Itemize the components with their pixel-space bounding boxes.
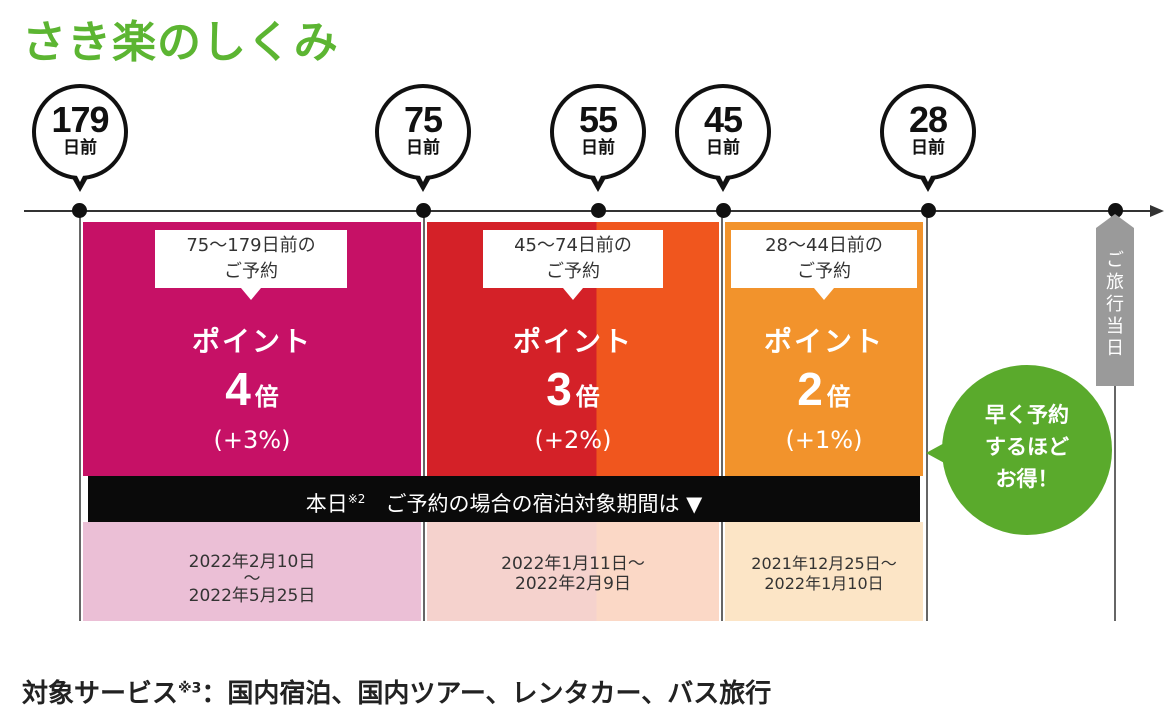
bubble-line2: するほど (985, 435, 1069, 459)
timeline-dot (72, 203, 87, 218)
point-label: ポイント (763, 325, 884, 358)
timeline-arrow-icon (1150, 205, 1164, 217)
stay-period-2: 2022年1月11日〜 2022年2月9日 (427, 522, 719, 621)
target-services: 対象サービス※3：国内宿泊、国内ツアー、レンタカー、バス旅行 (22, 673, 771, 710)
tier-callout: 45〜74日前の ご予約 (483, 230, 663, 300)
multiplier-value: 3 (546, 363, 572, 415)
timeline-dot (921, 203, 936, 218)
footer-prefix: 対象サービス (22, 679, 179, 709)
marker-number: 75 (403, 99, 443, 140)
percent-label: (+2%) (534, 426, 612, 454)
marker-unit: 日前 (581, 138, 615, 158)
travel-day-tag: ご 旅 行 当 日 (1096, 214, 1134, 386)
marker-unit: 日前 (706, 138, 740, 158)
point-label: ポイント (512, 325, 633, 358)
bubble-line3: お得！ (995, 467, 1059, 491)
period-line: 2022年5月25日 (188, 586, 316, 606)
tier-callout: 28〜44日前の ご予約 (731, 230, 917, 300)
multiplier-unit: 倍 (826, 383, 851, 411)
callout-line2: ご予約 (546, 261, 600, 282)
tag-char: 当 (1106, 316, 1124, 337)
day-marker-28: 28 日前 (880, 84, 976, 192)
callout-line2: ご予約 (797, 261, 851, 282)
marker-number: 55 (578, 99, 618, 140)
timeline-dot (591, 203, 606, 218)
period-line: 2022年2月9日 (515, 574, 631, 594)
divider-line (79, 211, 81, 621)
tag-char: 旅 (1106, 272, 1124, 293)
bar-note: ※2 (347, 492, 366, 506)
tag-char: ご (1106, 250, 1124, 271)
day-marker-45: 45 日前 (675, 84, 771, 192)
marker-number: 28 (908, 99, 948, 140)
period-line: 〜 (243, 569, 261, 589)
callout-line2: ご予約 (224, 261, 278, 282)
footer-text: ：国内宿泊、国内ツアー、レンタカー、バス旅行 (201, 679, 772, 709)
marker-unit: 日前 (406, 138, 440, 158)
stay-period-header: 本日※2 ご予約の場合の宿泊対象期間は ▼ (88, 476, 920, 522)
callout-line1: 75〜179日前の (186, 235, 316, 256)
bar-text: ご予約の場合の宿泊対象期間は ▼ (385, 492, 703, 516)
timeline-dot (416, 203, 431, 218)
callout-line1: 45〜74日前の (514, 235, 632, 256)
timeline-axis (24, 210, 1152, 212)
marker-number: 45 (703, 99, 743, 140)
day-marker-55: 55 日前 (550, 84, 646, 192)
percent-label: (+3%) (213, 426, 291, 454)
divider-line (1114, 211, 1116, 621)
period-line: 2022年1月10日 (764, 574, 884, 593)
multiplier-value: 4 (225, 363, 251, 415)
period-line: 2022年2月10日 (188, 552, 316, 572)
early-booking-bubble: 早く予約 するほど お得！ (926, 365, 1112, 535)
multiplier-unit: 倍 (575, 383, 600, 411)
period-line: 2021年12月25日〜 (751, 554, 897, 573)
marker-unit: 日前 (911, 138, 945, 158)
page-title: さき楽のしくみ (22, 17, 339, 68)
marker-unit: 日前 (63, 138, 97, 158)
tier-callout: 75〜179日前の ご予約 (155, 230, 347, 300)
percent-label: (+1%) (785, 426, 863, 454)
divider-line (423, 211, 425, 621)
stay-period-3: 2021年12月25日〜 2022年1月10日 (725, 522, 923, 621)
divider-line (721, 211, 723, 621)
divider-line (926, 211, 928, 621)
footer-note: ※3 (178, 680, 202, 697)
tag-char: 日 (1106, 338, 1124, 359)
day-marker-179: 179 日前 (32, 84, 128, 192)
multiplier-unit: 倍 (254, 383, 279, 411)
stay-period-1: 2022年2月10日 〜 2022年5月25日 (83, 522, 421, 621)
day-marker-75: 75 日前 (375, 84, 471, 192)
period-line: 2022年1月11日〜 (501, 554, 645, 574)
point-label: ポイント (191, 325, 312, 358)
callout-line1: 28〜44日前の (765, 235, 883, 256)
bar-prefix: 本日 (305, 492, 348, 516)
bubble-line1: 早く予約 (985, 403, 1069, 427)
tag-char: 行 (1106, 294, 1124, 315)
marker-number: 179 (51, 99, 109, 140)
multiplier-value: 2 (797, 363, 823, 415)
timeline-dot (716, 203, 731, 218)
